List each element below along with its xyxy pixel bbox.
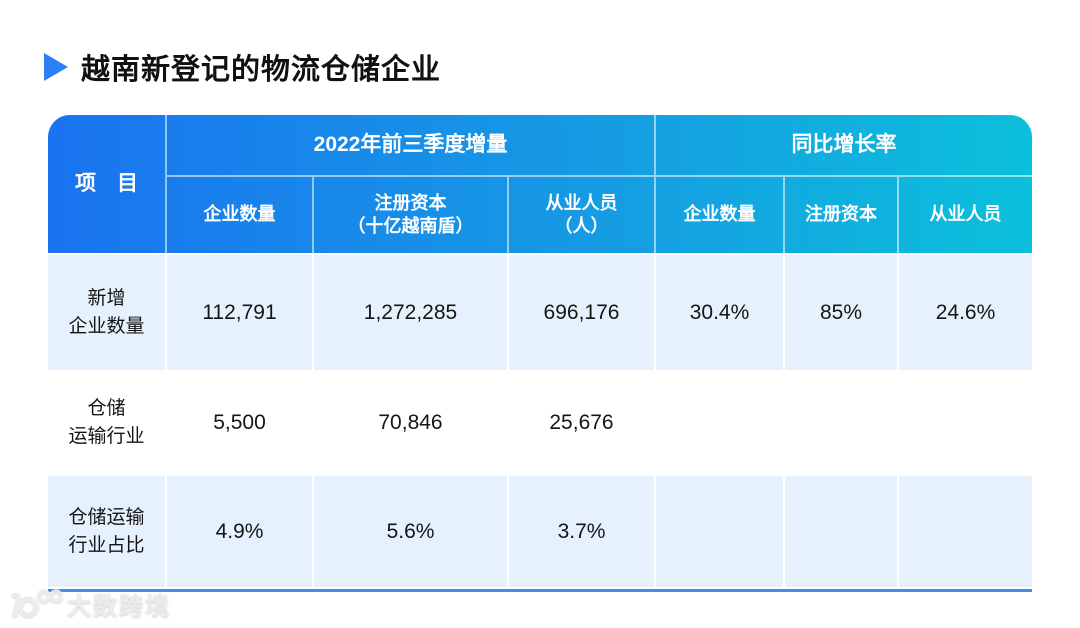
corner-header-item: 项 目: [48, 115, 167, 253]
watermark: 大数跨境: [6, 586, 171, 621]
title-marker-icon: [44, 53, 68, 81]
table-cell: [656, 372, 783, 474]
table-cell: [899, 372, 1032, 474]
table-header: 项 目 2022年前三季度增量 同比增长率 企业数量 注册资本 （十亿越南盾） …: [48, 115, 1032, 253]
table-row-warehouse-transport-share: 仓储运输 行业占比 4.9% 5.6% 3.7%: [48, 476, 1032, 587]
table-bottom-rule: [48, 589, 1032, 592]
subheader-employees: 从业人员 （人）: [509, 177, 656, 253]
table-cell: [656, 476, 783, 587]
title-block: 越南新登记的物流仓储企业: [44, 46, 441, 88]
row-label: 新增 企业数量: [48, 255, 165, 370]
table-cell: 5,500: [167, 372, 312, 474]
page-title: 越南新登记的物流仓储企业: [81, 54, 442, 86]
watermark-text: 大数跨境: [67, 593, 171, 620]
logistics-enterprise-table: 项 目 2022年前三季度增量 同比增长率 企业数量 注册资本 （十亿越南盾） …: [48, 115, 1032, 592]
table-cell: 3.7%: [509, 476, 654, 587]
row-label: 仓储 运输行业: [48, 372, 165, 474]
table-cell: 25,676: [509, 372, 654, 474]
table-cell: 1,272,285: [314, 255, 507, 370]
subheader-enterprise-count: 企业数量: [167, 177, 314, 253]
table-row-new-enterprises: 新增 企业数量 112,791 1,272,285 696,176 30.4% …: [48, 255, 1032, 370]
table-cell: 70,846: [314, 372, 507, 474]
table-cell: [899, 476, 1032, 587]
row-label: 仓储运输 行业占比: [48, 476, 165, 587]
table-cell: [785, 476, 897, 587]
table-cell: 112,791: [167, 255, 312, 370]
subheader-registered-capital: 注册资本 （十亿越南盾）: [314, 177, 509, 253]
subheader-yoy-employees: 从业人员: [929, 204, 1002, 225]
table-cell: 30.4%: [656, 255, 783, 370]
table-cell: 85%: [785, 255, 897, 370]
table-body: 新增 企业数量 112,791 1,272,285 696,176 30.4% …: [48, 255, 1032, 587]
subheader-yoy-enterprise-count: 企业数量: [656, 177, 785, 253]
table-row-warehouse-transport: 仓储 运输行业 5,500 70,846 25,676: [48, 372, 1032, 474]
table-cell: [785, 372, 897, 474]
group-header-q3-2022-increase: 2022年前三季度增量: [167, 115, 656, 177]
table-cell: 4.9%: [167, 476, 312, 587]
table-cell: 5.6%: [314, 476, 507, 587]
subheader-yoy-registered-capital: 注册资本: [785, 177, 899, 253]
table-cell: 24.6%: [899, 255, 1032, 370]
table-cell: 696,176: [509, 255, 654, 370]
googol-logo-icon: [11, 588, 62, 617]
group-header-yoy-growth: 同比增长率: [656, 115, 1032, 177]
